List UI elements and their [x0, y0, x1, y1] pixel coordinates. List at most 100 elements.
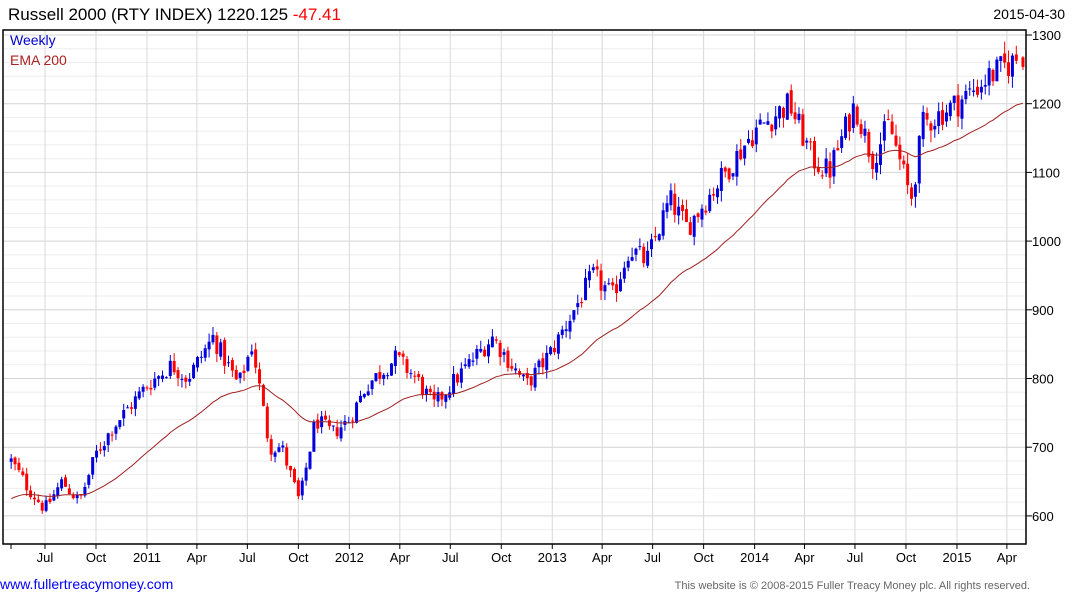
candle-body — [498, 342, 502, 358]
candle-body — [991, 69, 995, 82]
candle-body — [622, 267, 626, 279]
candle-body — [840, 136, 844, 148]
candle-body — [972, 90, 976, 93]
candle-body — [801, 114, 805, 146]
candle-body — [979, 86, 983, 93]
candle-body — [618, 279, 622, 292]
candle-body — [964, 90, 968, 100]
candle-body — [52, 494, 56, 501]
candle-body — [816, 167, 820, 172]
candle-body — [731, 173, 735, 177]
candle-body — [681, 205, 685, 211]
candle-body — [828, 161, 832, 178]
candle-body — [987, 68, 991, 86]
candle-body — [13, 457, 17, 465]
candle-body — [537, 360, 541, 368]
y-tick-label: 700 — [1032, 440, 1054, 455]
candle-body — [281, 445, 285, 448]
candle-body — [261, 384, 265, 406]
candle-body — [634, 248, 638, 255]
candle-body — [863, 128, 867, 136]
candle-body — [331, 425, 335, 427]
candle-body — [735, 150, 739, 177]
candle-body — [704, 210, 708, 213]
candle-body — [960, 99, 964, 119]
candle-body — [102, 446, 106, 451]
candle-body — [995, 59, 999, 82]
candle-body — [304, 467, 308, 481]
candle-body — [564, 329, 568, 332]
candle-body — [514, 368, 518, 371]
candle-body — [851, 103, 855, 128]
x-tick-label: Apr — [997, 550, 1018, 565]
candle-body — [525, 372, 529, 379]
y-tick-label: 1300 — [1032, 28, 1061, 43]
y-tick-label: 900 — [1032, 303, 1054, 318]
candle-body — [378, 372, 382, 379]
candle-body — [67, 488, 71, 494]
candle-body — [246, 356, 250, 371]
candle-body — [549, 347, 553, 355]
candle-body — [844, 116, 848, 138]
candle-body — [1010, 55, 1014, 77]
candle-body — [386, 375, 390, 377]
candle-body — [556, 334, 560, 354]
candle-body — [219, 342, 223, 357]
x-tick-label: 2013 — [538, 550, 567, 565]
candle-body — [254, 349, 258, 368]
candle-body — [459, 368, 463, 383]
candle-body — [1003, 53, 1007, 63]
candle-body — [778, 106, 782, 119]
candle-body — [770, 124, 774, 132]
candle-body — [17, 462, 21, 471]
candle-body — [366, 391, 370, 396]
candle-body — [296, 480, 300, 497]
candle-body — [1007, 62, 1011, 76]
candle-body — [64, 477, 68, 487]
candle-body — [21, 471, 25, 475]
candle-body — [285, 447, 289, 466]
candle-body — [638, 246, 642, 248]
candle-body — [715, 188, 719, 198]
candle-body — [812, 141, 816, 169]
candle-body — [642, 246, 646, 264]
plot-frame — [2, 29, 1027, 545]
candle-body — [968, 88, 972, 90]
candle-body — [999, 56, 1003, 62]
candle-body — [739, 149, 743, 160]
candle-body — [83, 486, 87, 496]
candle-body — [890, 121, 894, 134]
change-value: -47.41 — [292, 5, 341, 24]
candle-body — [626, 260, 630, 268]
candle-body — [937, 111, 941, 127]
candle-body — [824, 158, 828, 174]
candle-body — [700, 208, 704, 220]
candle-body — [766, 121, 770, 125]
site-link[interactable]: www.fullertreacymoney.com — [0, 576, 174, 592]
candle-body — [126, 407, 130, 409]
candle-body — [898, 144, 902, 160]
candle-body — [587, 271, 591, 281]
candle-body — [207, 341, 211, 350]
x-tick-label: Jul — [442, 550, 459, 565]
candle-body — [188, 379, 192, 382]
candle-body — [48, 498, 52, 503]
candle-body — [917, 135, 921, 184]
candle-body — [436, 391, 440, 402]
candle-body — [289, 465, 293, 471]
candle-body — [277, 447, 281, 452]
candle-body — [506, 350, 510, 368]
candle-body — [599, 270, 603, 291]
candle-body — [483, 349, 487, 357]
candle-body — [933, 125, 937, 130]
y-tick-label: 800 — [1032, 372, 1054, 387]
candle-body — [529, 376, 533, 386]
candle-body — [518, 371, 522, 375]
candle-body — [273, 452, 277, 457]
candle-body — [327, 420, 331, 427]
candle-body — [576, 303, 580, 308]
candle-body — [203, 348, 207, 358]
candle-body — [324, 415, 328, 420]
candle-body — [677, 206, 681, 216]
candle-body — [906, 163, 910, 186]
